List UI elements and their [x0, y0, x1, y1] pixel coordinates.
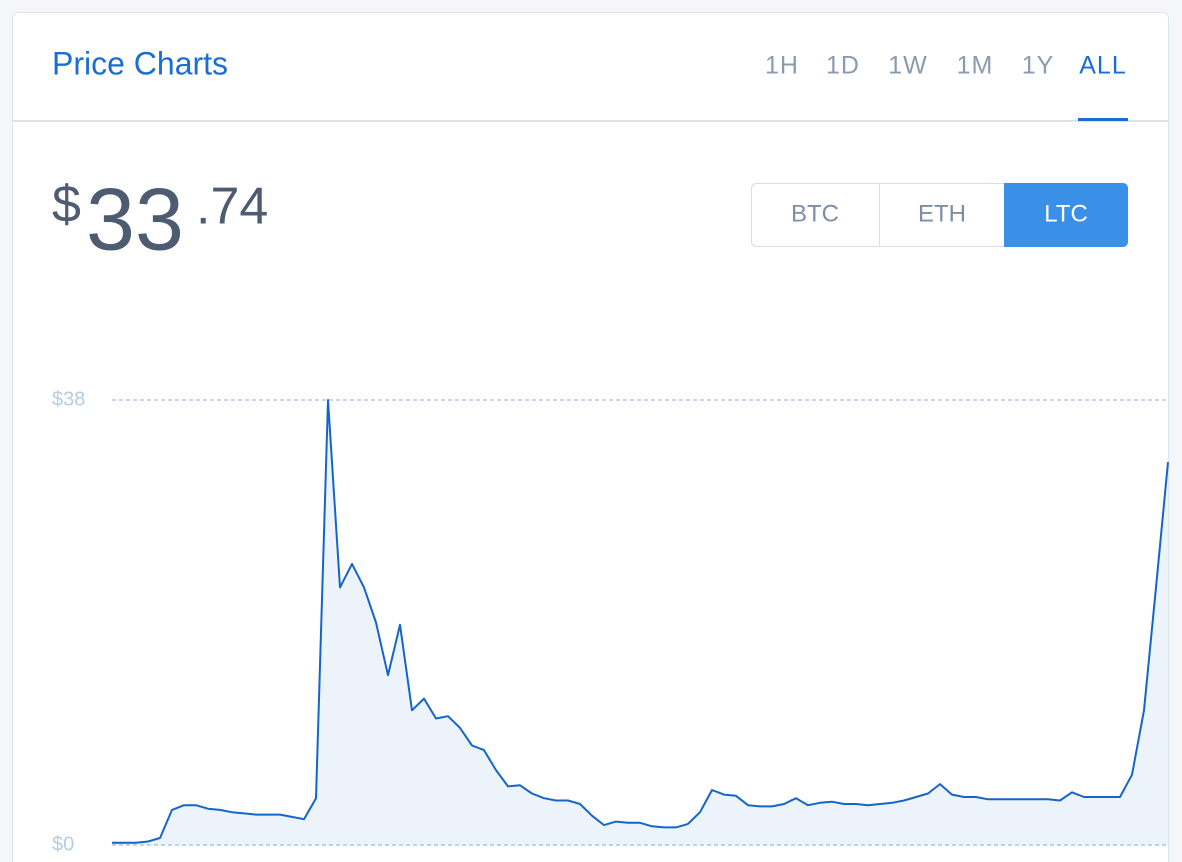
y-tick-label: $38: [52, 388, 85, 410]
y-tick-label: $0: [52, 833, 74, 855]
range-tab[interactable]: 1M: [957, 52, 994, 80]
range-tab[interactable]: 1Y: [1022, 52, 1055, 80]
price-fraction: .74: [196, 178, 268, 236]
range-tab[interactable]: 1H: [765, 52, 799, 80]
area-fill: [112, 400, 1168, 845]
price-symbol: $: [52, 176, 81, 234]
card: [12, 12, 1169, 862]
chart: $38 $0: [52, 388, 1169, 855]
currency-button[interactable]: LTC: [1044, 200, 1088, 227]
currency-button[interactable]: BTC: [791, 200, 839, 227]
tab-underline: [1078, 118, 1128, 121]
range-tab[interactable]: 1D: [826, 52, 860, 80]
range-tab-active[interactable]: ALL: [1079, 52, 1126, 80]
range-tab[interactable]: 1W: [888, 52, 928, 80]
title: Price Charts: [52, 45, 228, 81]
currency-button[interactable]: ETH: [918, 200, 966, 227]
price-whole: 33: [86, 169, 184, 268]
price-line: [112, 399, 1169, 844]
currency-button-active[interactable]: [1004, 183, 1128, 247]
